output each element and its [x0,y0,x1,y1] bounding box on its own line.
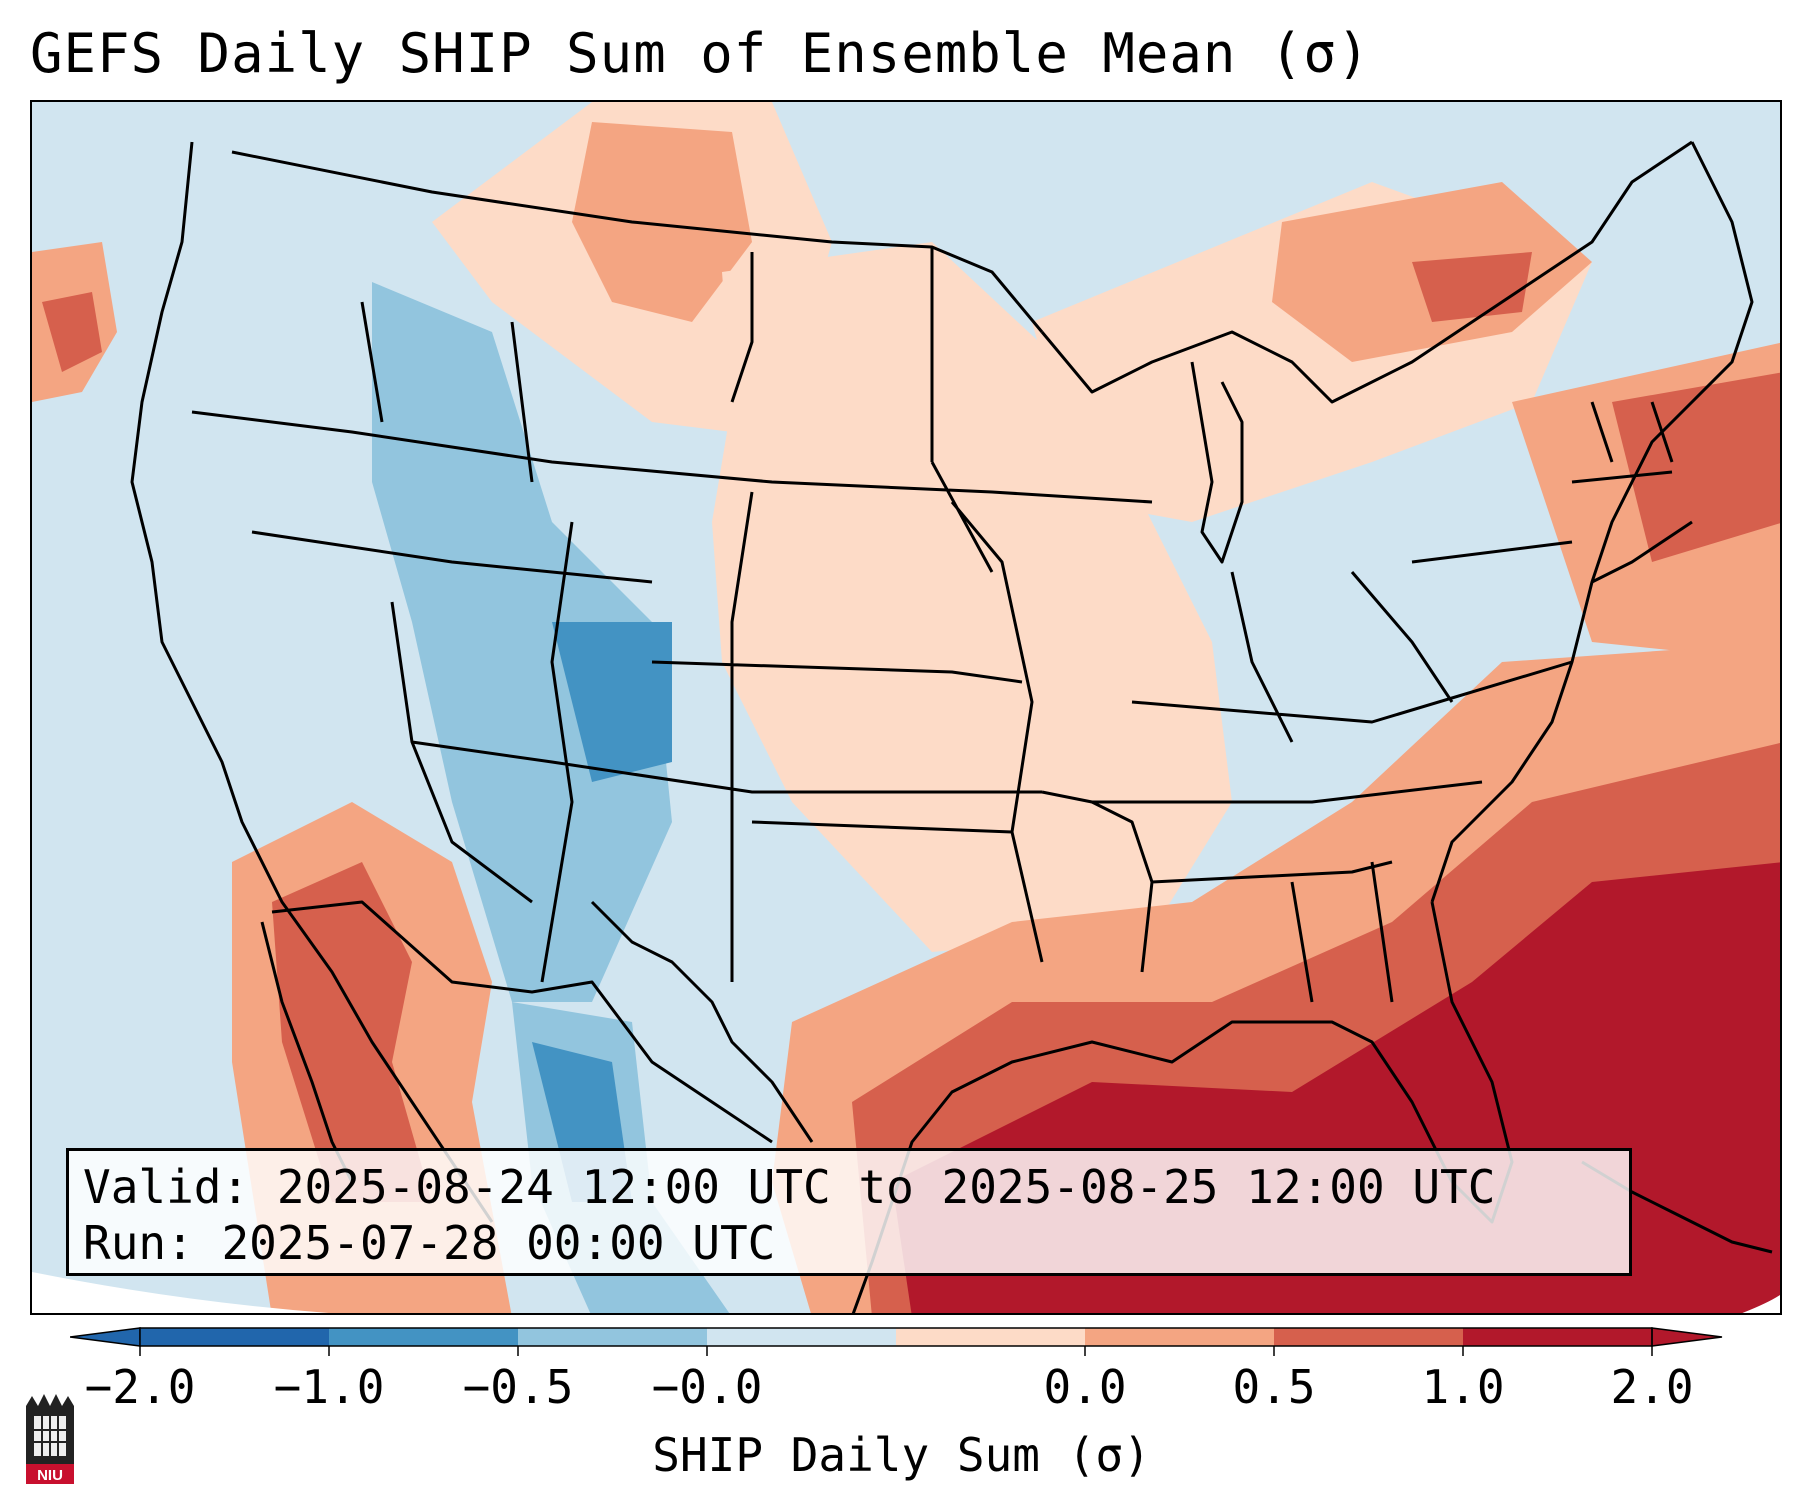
colorbar-tick-label: −1.0 [273,1360,385,1414]
run-time: Run: 2025-07-28 00:00 UTC [83,1216,776,1270]
anomaly-field [32,102,1780,1313]
anomaly-southwest-core [272,862,432,1202]
colorbar-tick-label: 2.0 [1610,1360,1694,1414]
anomaly-montana-core [572,122,752,322]
colorbar-segment [140,1328,329,1346]
west-coastline [130,141,494,1223]
colorbar-segment [329,1328,518,1346]
state-lines [191,247,1693,1003]
colorbar-segment [896,1328,1085,1346]
colorbar-extend-high [1651,1327,1723,1347]
anomaly-rockies [372,282,672,1002]
colorbar-tick-label: −0.0 [651,1360,763,1414]
colorbar-tick-label: 1.0 [1421,1360,1505,1414]
colorbar-tick-label: 0.5 [1232,1360,1316,1414]
canada-border [231,150,1044,333]
map-canvas [32,102,1780,1313]
mexico-coast [590,900,814,1143]
info-box: Valid: 2025-08-24 12:00 UTC to 2025-08-2… [66,1148,1632,1276]
chart-title: GEFS Daily SHIP Sum of Ensemble Mean (σ) [30,22,1371,85]
colorbar-tick-label: −0.5 [462,1360,574,1414]
colorbar-segment [1085,1328,1274,1346]
northeast-coastline [1430,141,1754,903]
projection-edge [32,1272,330,1313]
lake-michigan [1190,361,1244,564]
colorbar-outline [139,1327,1653,1347]
colorbar-segment [518,1328,707,1346]
anomaly-colorado-core [552,622,672,782]
colorbar-segment [1463,1328,1652,1346]
anomaly-central [712,242,1232,952]
colorbar-segments [70,1327,1723,1347]
colorbar-extend-low [70,1327,141,1347]
colorbar-tick-label: 0.0 [1043,1360,1127,1414]
anomaly-northeast-core [1612,372,1780,562]
colorbar [70,1327,1723,1356]
logo-text: NIU [37,1467,63,1484]
niu-logo: NIU [26,1394,74,1484]
valid-time: Valid: 2025-08-24 12:00 UTC to 2025-08-2… [83,1160,1496,1214]
colorbar-segment [1274,1328,1463,1346]
colorbar-segment [707,1328,896,1346]
anomaly-ontario-deep [1412,252,1532,322]
map-panel [30,100,1782,1315]
colorbar-label: SHIP Daily Sum (σ) [652,1428,1151,1482]
great-lakes [1040,140,1693,404]
mexico-border [271,900,773,1144]
colorbar-ticks [139,1346,1653,1356]
colorbar-tick-label: −2.0 [84,1360,196,1414]
projection-edge-right [1742,1294,1780,1313]
anomaly-pacific-nw-core [42,292,102,372]
